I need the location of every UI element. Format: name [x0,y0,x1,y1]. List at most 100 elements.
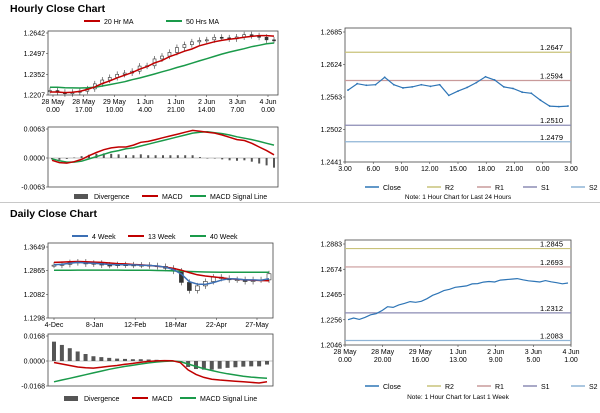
hourly-pivot-close-point [493,79,496,81]
daily-signal-line [53,360,268,383]
hourly-candle-body [197,40,202,43]
daily-pivot-legend-s2: S2 [589,384,598,391]
daily-pivot-x-tick-date: 2 Jun [487,349,504,356]
hourly-pivot-y-tick: 1.2563 [321,95,343,102]
hourly-price-x-tick-time: 21.00 [167,107,185,114]
hourly-50hr-ma-line [50,42,275,89]
legend-daily-signal: MACD Signal Line [200,396,257,403]
daily-pivot-x-tick-date: 3 Jun [525,349,542,356]
hourly-candle-body [122,72,127,75]
hourly-pivot-x-tick: 0.00 [536,166,550,173]
daily-divergence-bar [107,357,112,361]
daily-divergence-bar [123,358,127,361]
daily-candle-body [195,285,200,291]
hourly-pivot-x-tick: 15.00 [449,166,467,173]
daily-pivot-y-tick: 1.2674 [321,267,343,274]
hourly-pivot-close-point [438,83,441,86]
hourly-price-x-tick-time: 0.00 [46,107,60,114]
hourly-candle-body [212,36,217,41]
legend-daily-macd: MACD [152,396,173,403]
hourly-pivot-x-tick: 9.00 [395,166,409,173]
hourly-price-x-tick-date: 29 May [103,99,126,106]
daily-pivot-y-tick: 1.2256 [321,317,343,324]
hourly-pivot-close-point [402,87,404,89]
hourly-divergence-bar [243,158,246,161]
hourly-divergence-bar [65,158,68,159]
daily-pivot-level-label-r1: 1.2693 [540,258,563,267]
hourly-pivot-y-tick: 1.2441 [321,160,343,167]
daily-price-y-tick: 1.2865 [24,268,46,275]
hourly-price-x-tick-date: 28 May [42,99,65,106]
hourly-pivot-legend-r2: R2 [445,185,454,192]
daily-divergence-bar [249,361,254,367]
daily-price-x-tick: 8-Jan [86,322,104,329]
hourly-divergence-bar [228,158,231,161]
legend-hourly-signal: MACD Signal Line [210,194,267,201]
daily-pivot-x-tick-time: 9.00 [489,357,503,364]
hourly-pivot-close-point [383,76,386,79]
daily-macd-y-tick: 0.0000 [24,359,46,366]
daily-divergence-bar [201,361,206,370]
hourly-pivot-close-point [557,105,560,108]
legend-13-week: 13 Week [148,234,176,241]
hourly-pivot-x-tick: 21.00 [506,166,524,173]
hourly-divergence-bar [125,155,127,158]
daily-candle-body [210,276,216,282]
daily-divergence-bar [146,359,151,361]
legend-daily-divergence-swatch [64,396,78,401]
daily-pivot-x-tick-date: 4 Jun [562,349,579,356]
hourly-price-x-tick-date: 1 Jun [167,99,184,106]
hourly-divergence-bar [117,154,120,158]
daily-price-frame [47,242,274,319]
legend-daily-divergence: Divergence [84,396,120,403]
daily-pivot-x-tick-date: 28 May [334,349,357,356]
hourly-price-x-tick-time: 17.00 [75,107,93,114]
hourly-divergence-bar [265,158,268,166]
daily-macd-y-tick: 0.0168 [24,334,46,341]
hourly-pivot-legend-s1: S1 [541,185,550,192]
hourly-candle-body [167,52,172,57]
daily-pivot-level-label-s2: 1.2083 [540,332,563,341]
hourly-pivot-legend-close: Close [383,185,401,192]
hourly-pivot-close-point [539,99,542,102]
daily-pivot-legend-close: Close [383,384,401,391]
hourly-pivot-close-point [374,83,377,86]
hourly-divergence-bar [236,158,238,161]
hourly-candle-body [219,36,224,39]
hourly-pivot-y-tick: 1.2624 [321,62,343,69]
daily-divergence-bar [233,361,238,368]
hourly-pivot-close-point [365,84,368,87]
hourly-pivot-x-tick: 6.00 [366,166,380,173]
daily-pivot-legend-r2: R2 [445,384,454,391]
hourly-pivot-legend-r1: R1 [495,185,504,192]
hourly-divergence-bar [258,158,261,164]
daily-divergence-bar [194,361,198,370]
hourly-divergence-bar [213,158,216,159]
daily-pivot-x-tick-time: 20.00 [374,357,392,364]
daily-section-title: Daily Close Chart [10,208,97,220]
hourly-divergence-bar [199,157,201,158]
daily-pivot-level-label-s1: 1.2312 [540,304,563,313]
daily-pivot-y-tick: 1.2046 [321,343,343,350]
hourly-divergence-bar [184,155,187,158]
hourly-pivot-close-point [484,75,487,78]
hourly-pivot-level-label-s2: 1.2479 [540,133,563,142]
hourly-divergence-bar [206,158,209,159]
hourly-pivot-close-point [521,91,524,94]
legend-hourly-divergence-swatch [74,194,88,199]
hourly-section-title: Hourly Close Chart [10,3,106,15]
hourly-pivot-close-point [411,85,414,88]
hourly-divergence-bar [132,155,135,158]
hourly-pivot-close-point [548,105,551,107]
daily-divergence-bar [138,359,143,361]
hourly-pivot-close-point [567,105,569,107]
legend-4-week: 4 Week [92,234,116,241]
daily-pivot-y-tick: 1.2465 [321,292,343,299]
hourly-macd-line [51,129,275,164]
hourly-divergence-bar [273,158,275,168]
hourly-pivot-close-point [447,94,450,97]
daily-divergence-bar [75,351,80,361]
daily-price-x-tick: 22-Apr [206,322,228,329]
hourly-pivot-level-label-r2: 1.2647 [540,43,563,52]
daily-pivot-x-tick-date: 29 May [409,349,432,356]
